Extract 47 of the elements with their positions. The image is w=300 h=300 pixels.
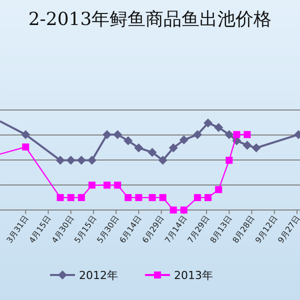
point	[104, 182, 111, 189]
point	[204, 194, 212, 202]
point	[135, 194, 142, 202]
point	[87, 156, 96, 165]
point	[76, 156, 86, 165]
point	[124, 136, 133, 146]
x-tick-label: 4月30日	[50, 214, 76, 245]
point	[134, 143, 144, 152]
point	[102, 130, 112, 140]
point	[215, 186, 222, 194]
point	[168, 143, 178, 152]
point	[244, 131, 251, 138]
point	[78, 194, 85, 202]
point	[21, 130, 30, 140]
point	[242, 140, 252, 150]
chart-title: 2-2013年鲟鱼商品鱼出池价格	[28, 9, 272, 30]
point	[22, 143, 30, 150]
point	[56, 194, 64, 202]
point	[233, 131, 240, 138]
point	[158, 156, 168, 165]
point	[56, 156, 65, 165]
point	[148, 148, 157, 157]
point	[179, 135, 188, 144]
point	[124, 194, 132, 202]
point	[194, 194, 201, 202]
point	[214, 122, 224, 132]
x-tick-label: 6月29日	[140, 214, 166, 245]
point	[88, 182, 96, 189]
x-tick-label: 8月28日	[231, 214, 256, 245]
point	[170, 206, 177, 214]
point	[114, 182, 122, 189]
legend-label: 2012年	[79, 269, 118, 282]
point	[180, 206, 188, 214]
point	[192, 130, 202, 140]
x-tick-label: 3月31日	[4, 214, 30, 245]
point	[204, 118, 213, 128]
point	[224, 130, 234, 140]
x-tick-label: 6月14日	[118, 214, 144, 245]
x-tick-label: 4月15日	[28, 214, 53, 245]
point	[159, 194, 166, 202]
point	[148, 194, 156, 202]
point	[226, 156, 233, 164]
point	[66, 156, 76, 165]
legend-label: 2013年	[174, 269, 213, 282]
point	[252, 143, 261, 152]
point	[67, 194, 74, 202]
point	[113, 130, 122, 140]
